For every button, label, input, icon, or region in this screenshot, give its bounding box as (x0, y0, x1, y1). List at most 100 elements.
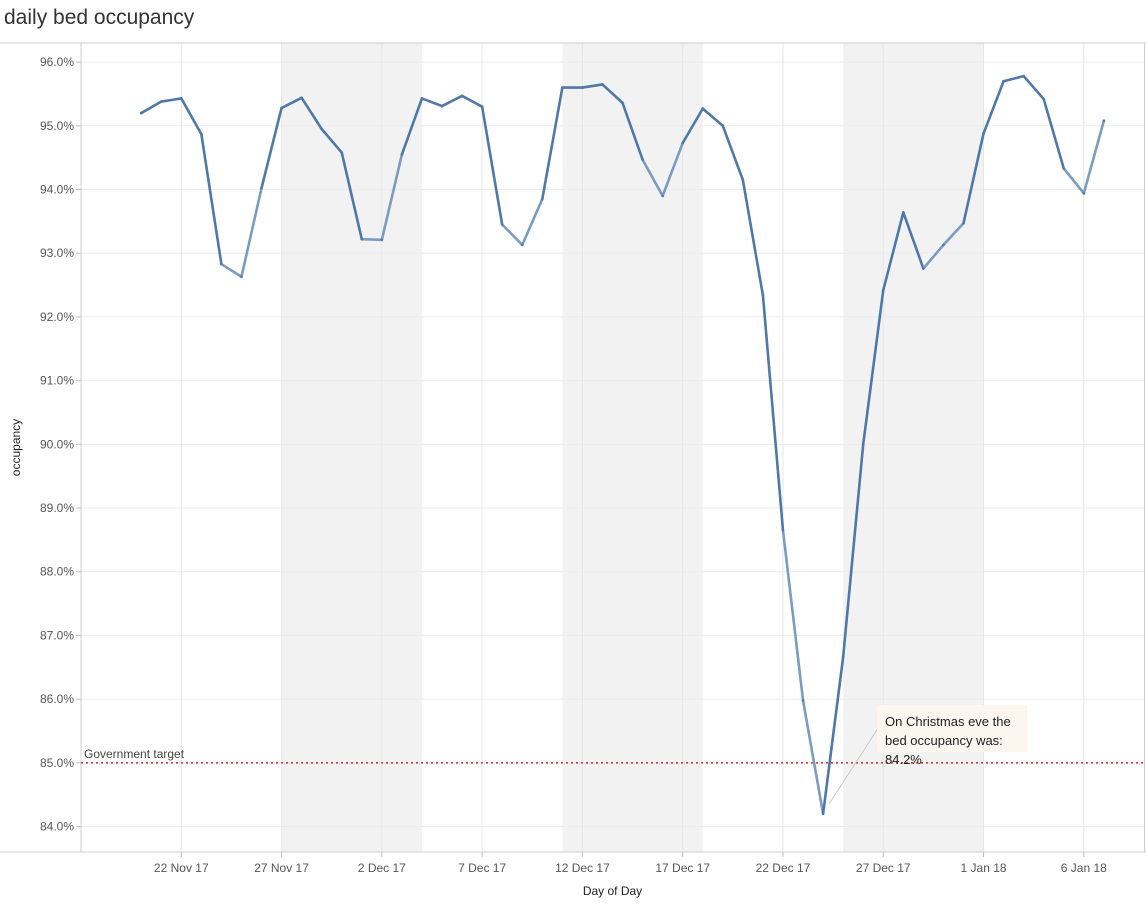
x-tick-label: 17 Dec 17 (655, 861, 710, 875)
series-segment (179, 97, 203, 136)
series-segment (741, 178, 765, 297)
y-tick-label: 91.0% (40, 374, 74, 388)
x-tick-label: 22 Dec 17 (756, 861, 811, 875)
y-axis-title: occupancy (9, 419, 23, 476)
x-tick-label: 12 Dec 17 (555, 861, 610, 875)
y-tick-label: 89.0% (40, 501, 74, 515)
data-point (1082, 192, 1086, 195)
data-point (360, 237, 364, 241)
data-point (881, 288, 885, 292)
shaded-band (562, 43, 703, 852)
series-segment (781, 529, 805, 702)
series-segment (1022, 74, 1046, 101)
data-point (681, 141, 684, 145)
data-point (220, 262, 223, 266)
series-segment (621, 101, 644, 161)
series-segment (721, 124, 745, 182)
y-tick-label: 85.0% (40, 756, 74, 770)
series-segment (821, 655, 845, 816)
data-point (340, 151, 344, 154)
data-point (380, 238, 384, 242)
series-segment (661, 141, 684, 198)
y-tick-label: 86.0% (40, 692, 74, 706)
data-point (781, 529, 785, 532)
series-segment (280, 96, 303, 110)
series-segment (801, 699, 825, 816)
series-segment (300, 96, 323, 131)
series-segment (942, 221, 965, 247)
series-segment (139, 100, 163, 115)
series-segment (962, 132, 985, 225)
data-point (480, 105, 484, 109)
data-point (982, 132, 985, 135)
series-segment (500, 223, 524, 247)
shaded-band (281, 43, 422, 852)
data-point (721, 124, 725, 128)
data-point (320, 127, 323, 131)
data-point (581, 86, 584, 89)
series-segment (260, 106, 283, 190)
data-point (902, 211, 905, 214)
data-point (922, 267, 925, 270)
y-tick-label: 92.0% (40, 310, 74, 324)
data-point (500, 223, 504, 226)
series-segment (761, 293, 785, 532)
data-point (420, 97, 424, 100)
data-point (1102, 119, 1106, 123)
data-point (400, 153, 404, 156)
data-point (300, 96, 303, 100)
series-segment (420, 97, 444, 108)
series-segment (320, 127, 344, 154)
series-segment (340, 151, 364, 241)
data-point (761, 293, 765, 297)
y-tick-label: 94.0% (40, 183, 74, 197)
data-point (621, 101, 624, 105)
data-point (159, 100, 163, 103)
series-segment (159, 97, 183, 103)
series-segment (1082, 119, 1106, 195)
data-point (139, 111, 143, 115)
series-segment (480, 105, 504, 226)
series-segment (200, 132, 223, 266)
data-point (661, 194, 664, 198)
data-point (741, 178, 745, 182)
y-tick-label: 95.0% (40, 119, 74, 133)
data-point (520, 243, 524, 247)
data-point (1002, 79, 1005, 83)
annotation-connector (828, 729, 878, 805)
reference-line-group: Government target (81, 747, 1144, 764)
annotation-callout: On Christmas eve the bed occupancy was: … (877, 705, 1027, 767)
data-point (1062, 167, 1066, 170)
series-segment (861, 288, 885, 446)
x-tick-label: 2 Dec 17 (358, 861, 406, 875)
x-axis-title: Day of Day (583, 884, 642, 898)
series-segment (841, 443, 865, 659)
data-point (861, 443, 865, 446)
data-point (541, 197, 544, 201)
data-point (821, 812, 825, 816)
data-point (460, 94, 464, 98)
x-tick-label: 7 Dec 17 (458, 861, 506, 875)
x-tick-label: 27 Nov 17 (254, 861, 309, 875)
series-segment (982, 79, 1005, 135)
series-segment (220, 262, 243, 279)
series-segment (601, 83, 624, 105)
data-point (942, 243, 945, 247)
series-segment (240, 186, 263, 279)
series-segment (581, 83, 604, 89)
data-point (440, 104, 444, 108)
series-segment (380, 153, 404, 242)
series-segment (360, 237, 384, 242)
plot-frame (0, 42, 1146, 853)
series-segment (881, 211, 905, 292)
series-segment (460, 94, 484, 109)
y-tick-label: 87.0% (40, 628, 74, 642)
y-tick-label: 84.0% (40, 820, 74, 834)
x-tick-label: 1 Jan 18 (961, 861, 1007, 875)
series-segment (1062, 167, 1086, 195)
data-point (179, 97, 183, 100)
gridlines (81, 43, 1144, 852)
series-segment (520, 197, 544, 247)
shaded-bands (281, 43, 984, 852)
data-point (841, 655, 845, 659)
